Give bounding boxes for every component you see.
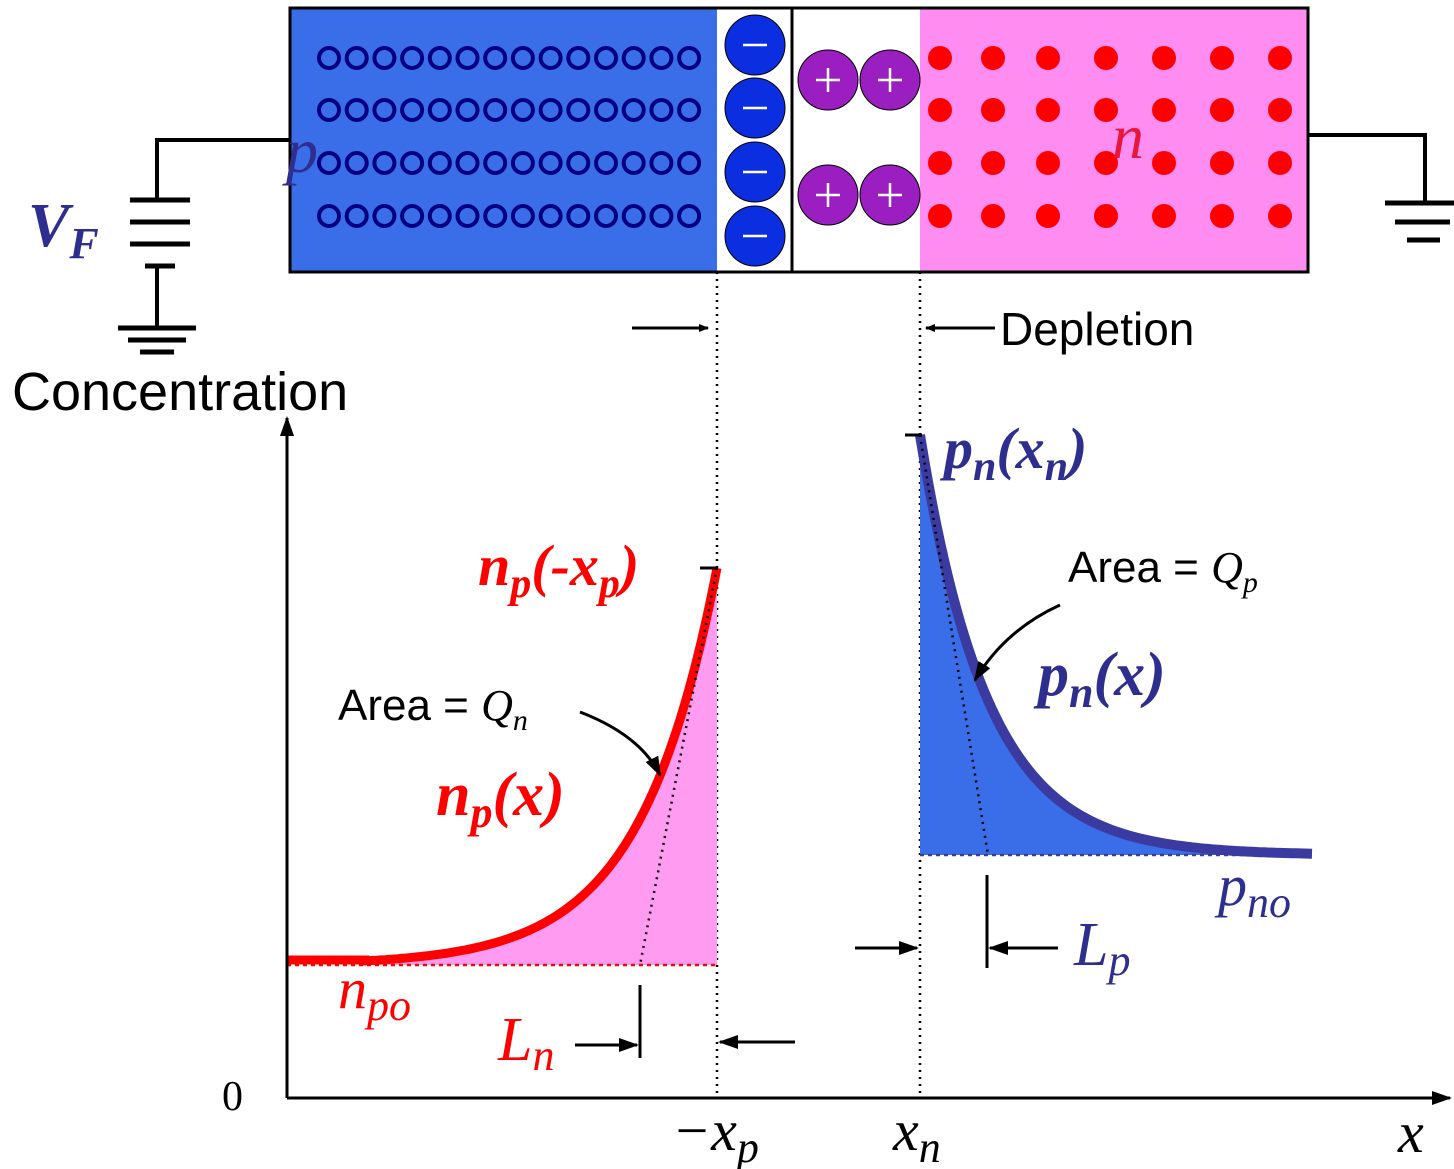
- n-label: n: [1112, 101, 1144, 172]
- electron: [928, 46, 952, 70]
- x-tick: −xp: [672, 1098, 759, 1169]
- curve-label: pn(x): [1033, 641, 1166, 717]
- electron: [1210, 151, 1234, 175]
- length-label: Lp: [1073, 911, 1130, 985]
- electron: [1094, 46, 1118, 70]
- electron: [1268, 98, 1292, 122]
- curve-label: np(x): [436, 761, 565, 837]
- electron: [1210, 98, 1234, 122]
- source-label: VF: [28, 192, 99, 268]
- p-label: p: [282, 115, 318, 186]
- wire: [1308, 135, 1425, 203]
- electron: [1268, 46, 1292, 70]
- electron: [1268, 151, 1292, 175]
- electron: [1152, 46, 1176, 70]
- equilibrium-label: npo: [338, 956, 411, 1030]
- electron: [1152, 151, 1176, 175]
- electron: [1210, 204, 1234, 228]
- electron: [1094, 204, 1118, 228]
- origin: 0: [222, 1074, 243, 1120]
- electron: [981, 98, 1005, 122]
- electron: [1152, 204, 1176, 228]
- layout: [118, 8, 1454, 1098]
- wire: [157, 140, 290, 200]
- electron: [928, 204, 952, 228]
- electron: [1036, 151, 1060, 175]
- edge-label: pn(xn): [939, 416, 1087, 490]
- x-tick: xn: [892, 1098, 941, 1169]
- y-title: Concentration: [12, 362, 348, 422]
- electron: [928, 151, 952, 175]
- arrow: [580, 712, 660, 775]
- electron: [981, 46, 1005, 70]
- electron: [1036, 98, 1060, 122]
- electron: [1268, 204, 1292, 228]
- area-label: Area = Qp: [1068, 543, 1258, 599]
- electron: [1210, 46, 1234, 70]
- electron: [1036, 204, 1060, 228]
- electron: [981, 151, 1005, 175]
- electron: [1152, 98, 1176, 122]
- edge-label: np(-xp): [478, 533, 639, 607]
- depletion-label: Depletion: [1000, 303, 1194, 355]
- length-label: Ln: [497, 1006, 554, 1080]
- area-label: Area = Qn: [338, 681, 528, 737]
- electron: [1036, 46, 1060, 70]
- equilibrium-label: pno: [1214, 853, 1291, 927]
- electron: [928, 98, 952, 122]
- x-title: x: [1397, 1100, 1424, 1165]
- electron: [981, 204, 1005, 228]
- diagram: VF p n Depletion Concentration 0 x −xp x…: [0, 0, 1454, 1169]
